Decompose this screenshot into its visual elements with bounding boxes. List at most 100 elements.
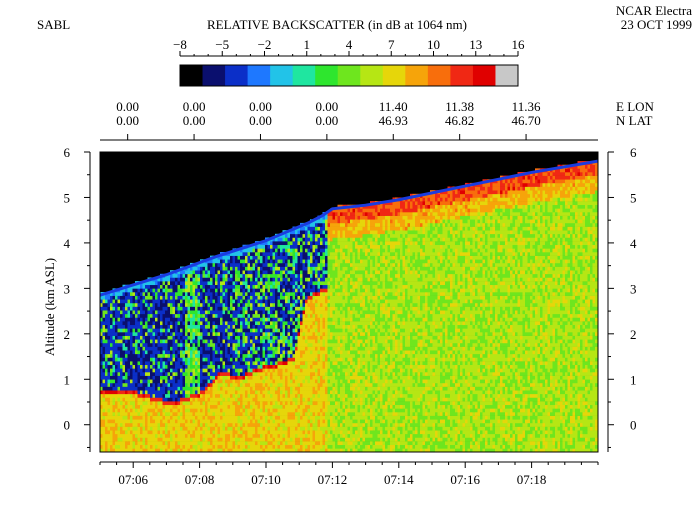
curtain-cell	[230, 361, 233, 366]
curtain-cell	[255, 430, 258, 435]
curtain-cell	[125, 310, 128, 315]
curtain-cell	[270, 332, 273, 336]
curtain-cell	[207, 412, 211, 416]
curtain-cell	[135, 412, 138, 416]
curtain-cell	[320, 332, 323, 336]
curtain-cell	[275, 397, 278, 402]
curtain-cell	[315, 219, 318, 224]
curtain-cell	[280, 346, 283, 351]
curtain-cell	[235, 422, 238, 427]
curtain-cell	[130, 350, 133, 355]
curtain-cell	[202, 382, 206, 387]
curtain-cell	[182, 321, 186, 326]
curtain-cell	[202, 324, 206, 329]
curtain-cell	[262, 390, 266, 395]
curtain-cell	[275, 292, 278, 296]
curtain-cell	[267, 422, 271, 427]
curtain-cell	[302, 281, 306, 286]
curtain-cell	[140, 422, 143, 427]
curtain-cell	[132, 361, 136, 366]
curtain-cell	[315, 342, 318, 347]
curtain-cell	[277, 299, 281, 304]
curtain-cell	[240, 386, 243, 391]
curtain-cell	[260, 292, 263, 296]
curtain-cell	[205, 412, 208, 416]
curtain-cell	[162, 342, 166, 347]
curtain-cell	[265, 281, 268, 286]
curtain-cell	[135, 350, 138, 355]
curtain-cell	[267, 321, 271, 326]
curtain-cell	[190, 342, 193, 347]
curtain-cell	[125, 335, 128, 340]
curtain-cell	[300, 422, 303, 427]
curtain-cell	[160, 412, 163, 416]
curtain-cell	[212, 397, 216, 402]
curtain-cell	[172, 324, 176, 329]
curtain-cell	[102, 390, 106, 395]
curtain-cell	[247, 299, 251, 304]
curtain-cell	[202, 270, 206, 275]
curtain-cell	[260, 364, 263, 369]
curtain-cell	[190, 317, 193, 322]
curtain-cell	[265, 382, 268, 387]
curtain-cell	[237, 415, 241, 420]
curtain-cell	[127, 288, 131, 293]
curtain-cell	[190, 419, 193, 424]
curtain-cell	[210, 335, 213, 340]
curtain-cell	[182, 339, 186, 344]
curtain-cell	[127, 441, 131, 446]
curtain-cell	[137, 284, 141, 289]
curtain-cell	[167, 292, 171, 296]
curtain-cell	[262, 328, 266, 333]
curtain-cell	[220, 306, 223, 311]
curtain-cell	[262, 430, 266, 435]
curtain-cell	[220, 295, 223, 300]
curtain-cell	[147, 430, 151, 435]
curtain-cell	[145, 386, 148, 391]
curtain-cell	[307, 273, 311, 278]
curtain-cell	[172, 386, 176, 391]
curtain-cell	[307, 393, 311, 398]
curtain-cell	[110, 375, 113, 380]
curtain-cell	[297, 277, 301, 282]
curtain-cell	[130, 390, 133, 395]
curtain-cell	[312, 222, 316, 227]
curtain-cell	[215, 415, 218, 420]
curtain-cell	[317, 379, 321, 384]
curtain-cell	[172, 273, 176, 278]
curtain-cell	[182, 317, 186, 322]
curtain-cell	[147, 284, 151, 289]
curtain-cell	[267, 372, 271, 376]
curtain-cell	[120, 372, 123, 376]
curtain-cell	[205, 328, 208, 333]
curtain-cell	[125, 364, 128, 369]
curtain-cell	[227, 408, 231, 413]
curtain-cell	[202, 321, 206, 326]
curtain-cell	[215, 339, 218, 344]
curtain-cell	[317, 368, 321, 373]
curtain-cell	[322, 306, 326, 311]
curtain-cell	[187, 382, 191, 387]
curtain-cell	[227, 412, 231, 416]
curtain-cell	[240, 317, 243, 322]
curtain-cell	[115, 321, 118, 326]
curtain-cell	[197, 313, 201, 318]
curtain-cell	[152, 426, 156, 431]
colorbar-swatch	[427, 65, 451, 86]
curtain-cell	[320, 401, 323, 406]
curtain-cell	[112, 295, 116, 300]
curtain-cell	[120, 324, 123, 329]
curtain-cell	[125, 430, 128, 435]
curtain-cell	[205, 419, 208, 424]
curtain-cell	[320, 310, 323, 315]
curtain-cell	[190, 295, 193, 300]
curtain-cell	[132, 441, 136, 446]
curtain-cell	[280, 382, 283, 387]
curtain-cell	[110, 332, 113, 336]
curtain-cell	[105, 412, 108, 416]
curtain-cell	[207, 342, 211, 347]
curtain-cell	[210, 386, 213, 391]
curtain-cell	[275, 419, 278, 424]
curtain-cell	[165, 299, 168, 304]
curtain-cell	[202, 357, 206, 362]
